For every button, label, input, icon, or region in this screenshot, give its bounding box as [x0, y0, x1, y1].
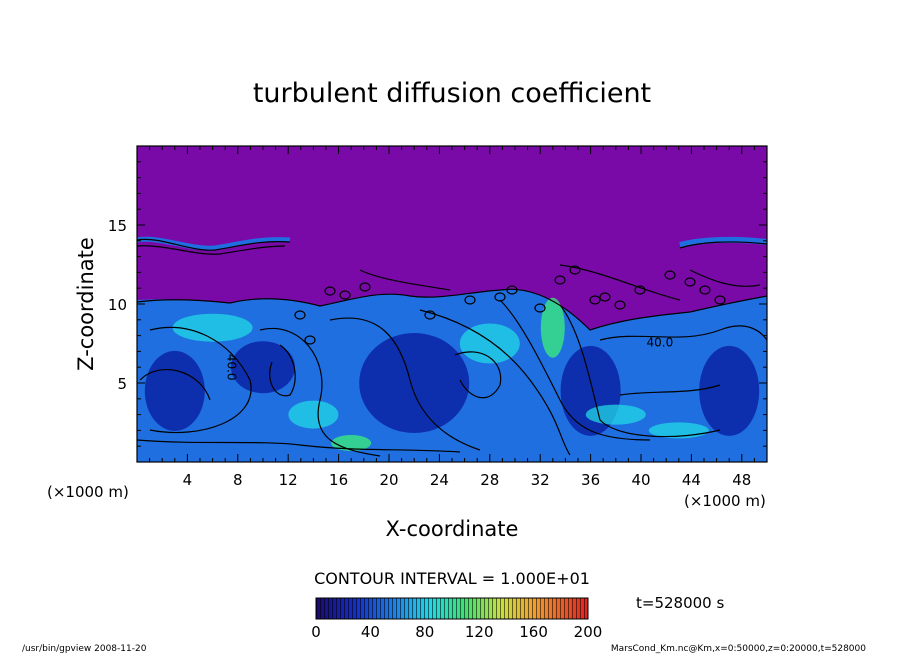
x-tick-label: 20 [379, 471, 398, 489]
colorbar-tick-label: 40 [361, 623, 380, 641]
contour-lines [137, 238, 767, 457]
upper-cloud-band-right [679, 236, 767, 248]
swirl-region [331, 435, 372, 452]
x-tick-label: 48 [732, 471, 751, 489]
colorbar-tick-label: 160 [519, 623, 548, 641]
colorbar: 0 40 80 120 160 200 [311, 597, 603, 641]
contour-line [679, 241, 767, 249]
swirl-region [699, 345, 760, 436]
swirl-region [288, 400, 339, 429]
colorbar-tick-label: 80 [415, 623, 434, 641]
footer-left: /usr/bin/gpview 2008-11-20 [22, 644, 147, 654]
y-tick-label: 5 [117, 375, 127, 393]
contour-loop [424, 310, 436, 320]
x-tick-label: 16 [329, 471, 348, 489]
colorbar-stripes [316, 598, 588, 619]
x-axis-label: X-coordinate [386, 517, 519, 541]
contour-loop [634, 285, 646, 295]
colorbar-tick-label: 120 [465, 623, 494, 641]
y-axis-label: Z-coordinate [74, 237, 98, 371]
contour-line [559, 304, 721, 438]
swirl-region [144, 350, 205, 431]
contour-loop [534, 303, 546, 313]
contour-label: 40.0 [225, 354, 239, 381]
contour-line [149, 326, 252, 434]
contour-line [137, 238, 291, 251]
contour-line [139, 369, 211, 401]
contour-line [559, 264, 681, 301]
contour-loop [359, 282, 371, 292]
x-unit-label-left: (×1000 m) [47, 483, 129, 501]
contour-interval: CONTOUR INTERVAL = 1.000E+01 [314, 569, 590, 588]
x-axis: 4 8 12 16 20 24 28 32 36 40 44 48 [149, 146, 755, 489]
x-tick-label: 24 [430, 471, 449, 489]
contour-loop [324, 286, 336, 296]
colorbar-tick-label: 200 [574, 623, 603, 641]
x-tick-label: 32 [531, 471, 550, 489]
contour-line [137, 288, 767, 331]
contour-line [137, 439, 461, 453]
x-unit-label-right: (×1000 m) [684, 492, 766, 510]
swirl-region [540, 297, 565, 358]
contour-loop [699, 285, 711, 295]
contour-line [419, 309, 571, 456]
colorbar-frame [315, 597, 589, 620]
contour-loop [614, 300, 626, 310]
contour-label: 40.0 [647, 336, 674, 350]
contour-line [689, 269, 761, 287]
contour-line [454, 351, 502, 399]
contour-loop [506, 285, 518, 295]
swirl-region [585, 404, 646, 425]
contour-line [619, 384, 721, 396]
y-axis: 5 10 15 [108, 161, 767, 447]
contour-loop [664, 270, 676, 280]
contour-loop [464, 295, 476, 305]
contour-loop [294, 310, 306, 320]
contour-loop [494, 292, 506, 302]
x-tick-label: 8 [233, 471, 243, 489]
plot-area: 40.0 40.0 [137, 146, 767, 462]
x-tick-label: 36 [581, 471, 600, 489]
x-tick-label: 44 [682, 471, 701, 489]
contour-line [137, 245, 286, 255]
time-label: t=528000 s [636, 594, 724, 612]
x-tick-label: 12 [279, 471, 298, 489]
x-tick-label: 4 [183, 471, 193, 489]
contour-loop [569, 265, 581, 275]
contour-line [599, 325, 767, 341]
chart-title: turbulent diffusion coefficient [253, 78, 651, 109]
contour-loop [339, 290, 351, 300]
y-tick-label: 10 [108, 296, 127, 314]
swirl-region [359, 333, 470, 433]
footer-right: MarsCond_Km.nc@Km,x=0:50000,z=0:20000,t=… [611, 644, 866, 654]
swirl-region [231, 341, 295, 394]
colorbar-tick-label: 0 [311, 623, 321, 641]
x-tick-label: 28 [480, 471, 499, 489]
contour-loop [684, 277, 696, 287]
contour-loop [554, 275, 566, 285]
contour-line [359, 269, 451, 291]
contour-line [499, 299, 651, 441]
x-tick-label: 40 [631, 471, 650, 489]
contour-loop [599, 292, 611, 302]
contour-line [269, 344, 296, 397]
contour-line [329, 317, 481, 451]
contour-loop [589, 295, 601, 305]
swirl-region [172, 313, 253, 342]
contour-loop [304, 335, 316, 345]
y-tick-label: 15 [108, 217, 127, 235]
contour-loop [714, 295, 726, 305]
